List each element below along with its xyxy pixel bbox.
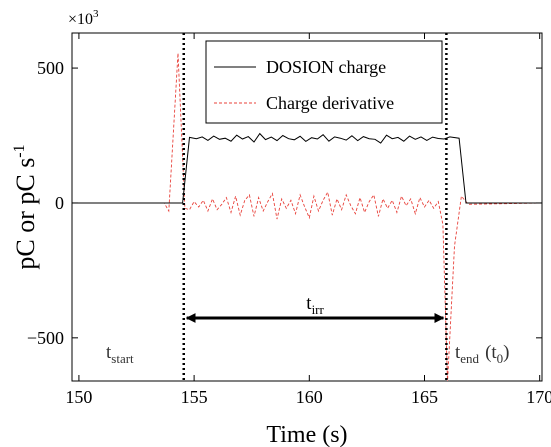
- legend-label-charge-derivative: Charge derivative: [266, 93, 394, 113]
- y-axis-label: pC or pC s-1: [11, 144, 40, 269]
- legend-box: [205, 40, 443, 124]
- series-charge-derivative-line: [72, 53, 542, 381]
- y-tick-label: −500: [27, 328, 64, 348]
- x-axis-label: Time (s): [266, 422, 347, 447]
- t-start-label: tstart: [106, 342, 134, 366]
- x-axis-ticks: 150 155 160 165 170: [65, 33, 551, 407]
- legend: DOSION charge Charge derivative: [205, 40, 443, 124]
- t-irr-label: tirr: [306, 293, 324, 317]
- x-tick-label: 150: [65, 387, 92, 407]
- y-axis-multiplier: ×103: [68, 8, 99, 28]
- x-tick-label: 160: [296, 387, 323, 407]
- legend-label-dosion-charge: DOSION charge: [266, 57, 386, 77]
- series-dosion-charge-line: [72, 132, 542, 204]
- x-tick-label: 170: [526, 387, 551, 407]
- x-tick-label: 155: [181, 387, 208, 407]
- y-tick-label: 500: [37, 58, 64, 78]
- y-tick-label: 0: [55, 193, 64, 213]
- x-tick-label: 165: [411, 387, 438, 407]
- t-end-label: tend (t0): [455, 342, 510, 366]
- plot-frame: [71, 32, 543, 382]
